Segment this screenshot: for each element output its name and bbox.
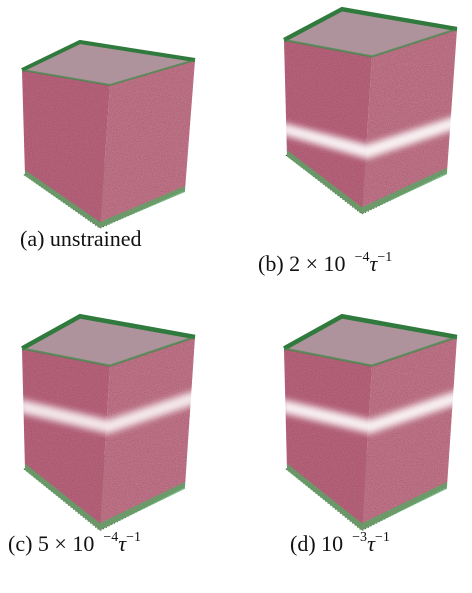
box-d: [282, 316, 459, 530]
unit: τ: [367, 531, 375, 556]
caption-text: (a) unstrained: [20, 226, 142, 251]
caption-text: (b) 2 × 10: [258, 251, 346, 276]
box-c: [20, 316, 197, 530]
caption: (d) 10 −3τ−1: [290, 530, 390, 557]
unit-exponent: −1: [377, 250, 392, 265]
exponent: −3: [352, 530, 367, 545]
unit-exponent: −1: [126, 530, 141, 545]
box-b: [282, 9, 459, 214]
caption: (b) 2 × 10−4τ−1: [258, 250, 392, 277]
snapshots: [0, 0, 472, 593]
exponent: −4: [355, 250, 370, 265]
caption: (a) unstrained: [20, 226, 142, 252]
unit: τ: [118, 531, 126, 556]
figure: (a) unstrained (b) 2 × 10−4τ−1 (c) 5 × 1…: [0, 0, 472, 593]
caption-text: (d) 10: [290, 531, 343, 556]
exponent: −4: [103, 530, 118, 545]
box-a: [22, 42, 195, 228]
unit-exponent: −1: [375, 530, 390, 545]
caption-text: (c) 5 × 10: [8, 531, 94, 556]
caption: (c) 5 × 10 −4τ−1: [8, 530, 141, 557]
